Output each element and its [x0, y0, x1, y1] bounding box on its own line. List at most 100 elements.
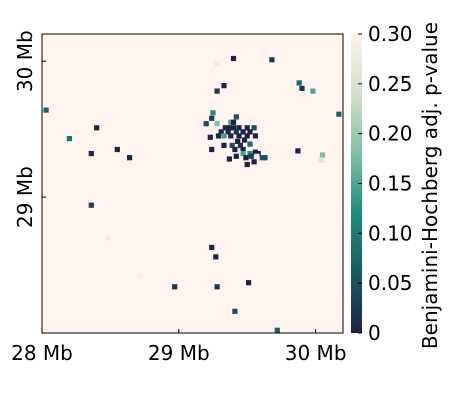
heatmap-cell [282, 153, 289, 159]
heatmap-cell [230, 55, 237, 62]
heatmap-cell [214, 61, 220, 67]
heatmap-cell [244, 133, 250, 139]
heatmap-cell [127, 155, 133, 161]
heatmap-cell [209, 146, 215, 153]
heatmap-cell [228, 119, 234, 125]
heatmap-cell [137, 273, 144, 279]
heatmap-cell [269, 57, 275, 63]
heatmap-cell [209, 244, 215, 250]
colorbar-tick-label: 0.20 [368, 122, 413, 146]
heatmap-background [42, 34, 343, 333]
heatmap-cell [300, 91, 306, 97]
heatmap-cell [247, 141, 253, 147]
colorbar: 0 0.05 0.10 0.15 0.20 0.25 0.30 Benjamini-Hoch… [351, 22, 442, 349]
y-tick-label: 29 Mb [13, 166, 37, 228]
heatmap-cell [310, 88, 316, 94]
x-tick-label: 30 Mb [285, 341, 347, 365]
heatmap-cell [209, 68, 215, 74]
heatmap-cell [236, 133, 242, 139]
y-axis: 29 Mb 30 Mb [13, 30, 46, 228]
heatmap-cell [240, 146, 246, 153]
heatmap-cell [114, 146, 120, 153]
heatmap-cell [236, 125, 242, 131]
heatmap-cell [214, 88, 220, 94]
heatmap-cell [252, 149, 258, 155]
heatmap-cell [105, 235, 111, 241]
heatmap-cell [244, 161, 250, 168]
plot-frame [41, 33, 344, 334]
heatmap-cell [66, 136, 72, 142]
heatmap-cell [221, 142, 227, 148]
heatmap-cell [203, 121, 209, 127]
heatmap-cell [244, 125, 250, 131]
heatmap-cell [94, 125, 100, 131]
heatmap-cell [210, 110, 216, 116]
y-tick-label: 30 Mb [13, 30, 37, 92]
heatmap-cell [237, 142, 243, 148]
heatmap-cell [243, 155, 249, 161]
heatmap-cell [318, 157, 324, 163]
colorbar-label: Benjamini-Hochberg adj. p-value [418, 22, 442, 349]
x-tick-label: 28 Mb [11, 341, 73, 365]
heatmap-cell [230, 119, 237, 125]
heatmap-cell [222, 125, 228, 131]
heatmap-cell [235, 138, 241, 144]
x-tick-label: 29 Mb [148, 341, 210, 365]
colorbar-tick-label: 0 [368, 321, 381, 345]
heatmap-cell [233, 153, 239, 159]
heatmap-cell [251, 159, 257, 165]
heatmap-cell [213, 254, 219, 260]
heatmap-cell [88, 151, 94, 157]
heatmap-cell [240, 129, 246, 135]
heatmap-cell [207, 134, 213, 140]
heatmap-cell [232, 146, 238, 153]
heatmap-cell [336, 111, 342, 117]
heatmap-cell [214, 284, 220, 290]
heatmap-cell [221, 83, 227, 89]
heatmap-cell [230, 125, 237, 131]
x-axis: 28 Mb 29 Mb 30 Mb [11, 329, 347, 365]
heatmap-cell [218, 129, 224, 135]
colorbar-tick-label: 0.05 [368, 271, 413, 295]
heatmap-cell [299, 85, 305, 91]
heatmap-cell [252, 133, 258, 139]
colorbar-tick-label: 0.30 [368, 22, 413, 46]
heatmap-cell [43, 107, 49, 113]
heatmap-cell [251, 125, 257, 131]
heatmap-cell [254, 153, 260, 159]
heatmap-cell [274, 327, 280, 333]
heatmap-cell [226, 125, 232, 131]
colorbar-tick-label: 0.25 [368, 72, 413, 96]
heatmap-cell [240, 151, 246, 157]
heatmap-cell [319, 152, 326, 158]
colorbar-tick-label: 0.10 [368, 221, 413, 245]
heatmap-cell [247, 129, 253, 135]
heatmap-cell [214, 121, 220, 127]
heatmap-cell [233, 114, 239, 120]
colorbar-tick-label: 0.15 [368, 172, 413, 196]
heatmap-cell [226, 156, 232, 162]
heatmap-cell [259, 155, 265, 161]
heatmap-cell [215, 133, 222, 139]
heatmap-cell [172, 284, 178, 290]
heatmap-cell [233, 129, 239, 135]
heatmap-cell [295, 148, 301, 154]
colorbar-ticks: 0 0.05 0.10 0.15 0.20 0.25 0.30 [358, 22, 413, 345]
heatmap-cell [221, 133, 227, 139]
heatmap-cells [43, 55, 342, 333]
heatmap-cell [241, 137, 248, 143]
heatmap-cell [247, 151, 253, 157]
heatmap-cell [229, 142, 235, 148]
heatmap-cell [246, 280, 252, 286]
heatmap-cell [228, 133, 234, 139]
heatmap-cell [88, 202, 94, 208]
heatmap-cell [232, 308, 238, 314]
heatmap-cell [255, 151, 261, 157]
heatmap-cell [248, 153, 254, 159]
heatmap-cell [296, 80, 302, 86]
heatmap-cell [225, 129, 231, 135]
heatmap-cell [209, 115, 215, 121]
heatmap-cell [262, 155, 268, 161]
colorbar-gradient [351, 34, 362, 333]
